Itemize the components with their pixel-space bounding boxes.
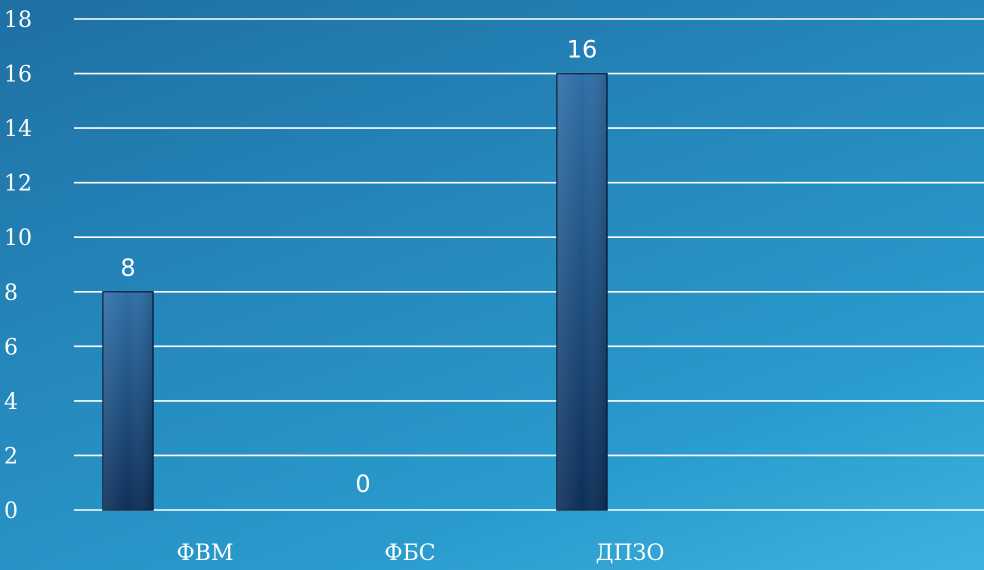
y-tick-label: 0 (4, 499, 18, 524)
y-tick-label: 2 (4, 444, 18, 469)
y-tick-label: 6 (4, 335, 18, 360)
category-label-2: ФБС (384, 541, 435, 566)
y-axis-ticks: 0 2 4 6 8 10 12 14 16 18 (4, 8, 32, 524)
category-label-1: ФВМ (177, 541, 234, 566)
y-tick-label: 10 (4, 226, 32, 251)
category-label-3: ДПЗО (596, 541, 665, 566)
x-axis-categories: ФВМ ФБС ДПЗО (177, 541, 665, 566)
bar-shine-1 (103, 291, 153, 510)
gridlines (74, 18, 984, 511)
data-label-2: 0 (355, 470, 370, 498)
y-tick-label: 14 (4, 117, 32, 142)
data-label-3: 16 (567, 36, 598, 64)
y-tick-label: 16 (4, 63, 32, 88)
bars (102, 72, 608, 511)
data-label-1: 8 (120, 254, 135, 282)
y-tick-label: 8 (4, 281, 18, 306)
y-tick-label: 18 (4, 8, 32, 33)
y-tick-label: 4 (4, 390, 18, 415)
bar-shine-3 (557, 73, 607, 511)
data-labels: 8 0 16 (120, 36, 597, 498)
y-tick-label: 12 (4, 172, 32, 197)
